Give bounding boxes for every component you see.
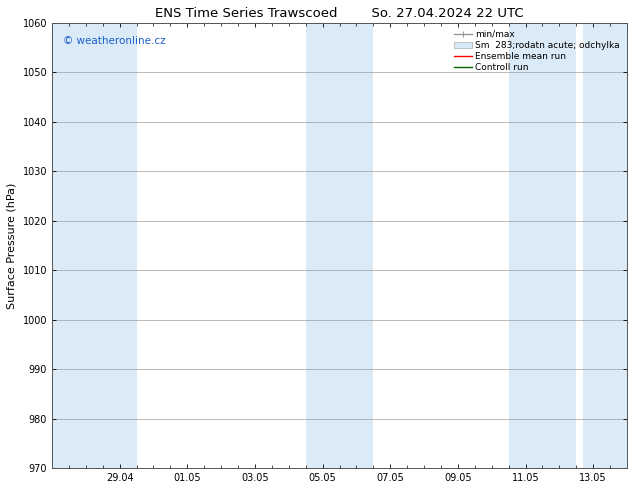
Legend: min/max, Sm  283;rodatn acute; odchylka, Ensemble mean run, Controll run: min/max, Sm 283;rodatn acute; odchylka, …: [451, 27, 623, 75]
Bar: [508, 23, 576, 468]
Y-axis label: Surface Pressure (hPa): Surface Pressure (hPa): [7, 182, 17, 309]
Bar: [52, 23, 136, 468]
Bar: [583, 23, 627, 468]
Text: © weatheronline.cz: © weatheronline.cz: [63, 36, 166, 46]
Bar: [306, 23, 373, 468]
Title: ENS Time Series Trawscoed        So. 27.04.2024 22 UTC: ENS Time Series Trawscoed So. 27.04.2024…: [155, 7, 524, 20]
